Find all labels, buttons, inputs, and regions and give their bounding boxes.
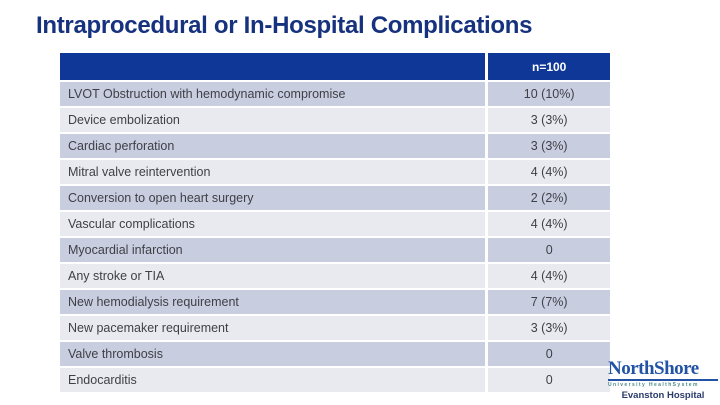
complication-value: 0	[488, 342, 610, 366]
table-row: Any stroke or TIA 4 (4%)	[60, 264, 610, 288]
table-row: Vascular complications 4 (4%)	[60, 212, 610, 236]
complication-label: New pacemaker requirement	[60, 316, 486, 340]
table-row: Cardiac perforation 3 (3%)	[60, 134, 610, 158]
complication-value: 3 (3%)	[488, 134, 610, 158]
header-n-cell: n=100	[488, 53, 610, 80]
table-row: New hemodialysis requirement 7 (7%)	[60, 290, 610, 314]
header-empty-cell	[60, 53, 486, 80]
complications-table-body: LVOT Obstruction with hemodynamic compro…	[60, 82, 610, 392]
complication-value: 3 (3%)	[488, 316, 610, 340]
table-row: Myocardial infarction 0	[60, 238, 610, 262]
table-row: New pacemaker requirement 3 (3%)	[60, 316, 610, 340]
table-row: Endocarditis 0	[60, 368, 610, 392]
northshore-logo: NorthShore University HealthSystem Evans…	[608, 359, 718, 401]
complication-label: Cardiac perforation	[60, 134, 486, 158]
complication-value: 4 (4%)	[488, 212, 610, 236]
table-row: Mitral valve reintervention 4 (4%)	[60, 160, 610, 184]
complication-label: Vascular complications	[60, 212, 486, 236]
complication-label: New hemodialysis requirement	[60, 290, 486, 314]
logo-tagline-text: University HealthSystem	[608, 382, 699, 388]
table-row: Device embolization 3 (3%)	[60, 108, 610, 132]
complication-value: 4 (4%)	[488, 264, 610, 288]
complication-value: 10 (10%)	[488, 82, 610, 106]
complication-value: 0	[488, 238, 610, 262]
complication-value: 2 (2%)	[488, 186, 610, 210]
table-header-row: n=100	[60, 53, 610, 80]
logo-brand-text: NorthShore	[608, 359, 718, 381]
complication-value: 3 (3%)	[488, 108, 610, 132]
table-row: Valve thrombosis 0	[60, 342, 610, 366]
complication-label: Device embolization	[60, 108, 486, 132]
complication-label: Conversion to open heart surgery	[60, 186, 486, 210]
complication-label: Any stroke or TIA	[60, 264, 486, 288]
page-title: Intraprocedural or In-Hospital Complicat…	[36, 12, 533, 39]
complication-label: LVOT Obstruction with hemodynamic compro…	[60, 82, 486, 106]
table-row: Conversion to open heart surgery 2 (2%)	[60, 186, 610, 210]
complication-label: Endocarditis	[60, 368, 486, 392]
complication-label: Valve thrombosis	[60, 342, 486, 366]
complication-label: Myocardial infarction	[60, 238, 486, 262]
complications-table: n=100 LVOT Obstruction with hemodynamic …	[57, 51, 613, 394]
complication-value: 7 (7%)	[488, 290, 610, 314]
table-row: LVOT Obstruction with hemodynamic compro…	[60, 82, 610, 106]
complication-value: 4 (4%)	[488, 160, 610, 184]
complication-value: 0	[488, 368, 610, 392]
logo-hospital-text: Evanston Hospital	[621, 390, 705, 401]
complication-label: Mitral valve reintervention	[60, 160, 486, 184]
